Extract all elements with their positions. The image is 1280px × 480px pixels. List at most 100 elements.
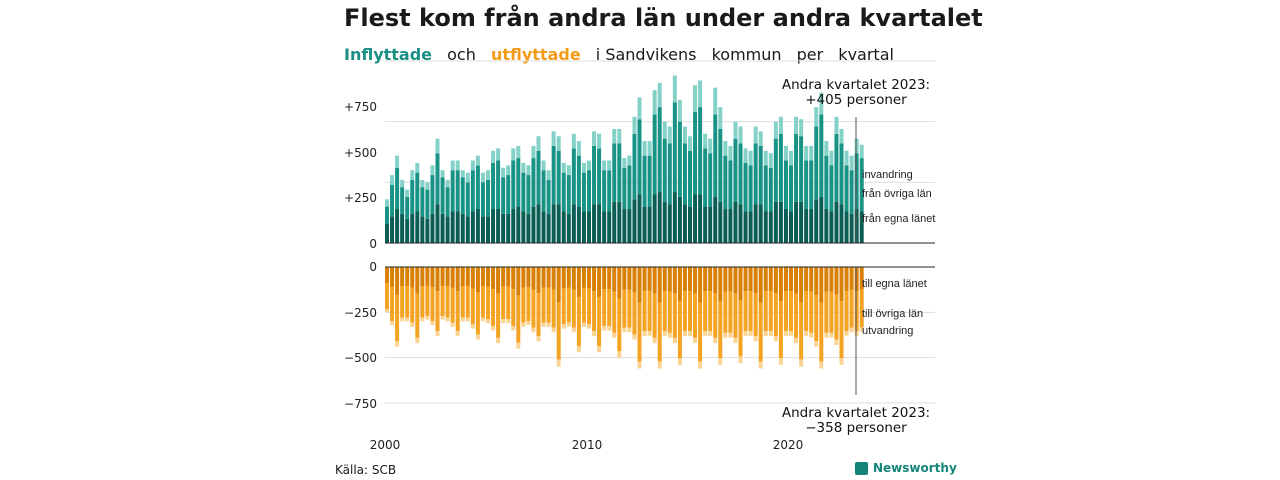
outflow-bar-other [622,289,627,328]
inflow-bar-abroad [799,119,804,137]
outflow-bar-other [819,302,824,362]
inflow-bar-other [783,160,788,210]
outflow-bar-own [486,267,490,287]
outflow-bar-own [824,267,829,292]
outflow-bar-abroad [587,324,591,329]
outflow-bar-other [385,282,389,310]
outflow-bar-abroad [521,322,526,327]
outflow-bar-own [405,267,410,287]
inflow-bar-own [789,211,793,243]
inflow-bar-other [556,150,561,205]
inflow-bar-own [824,209,829,243]
outflow-bar-own [415,267,420,294]
outflow-bar-own [516,267,521,296]
inflow-bar-own [496,209,501,243]
outflow-bar-other [647,291,652,332]
inflow-bar-own [435,204,440,243]
outflow-bar-abroad [556,359,561,367]
outflow-bar-abroad [804,331,809,336]
subtitle-outflow-word: utflyttade [490,45,581,64]
outflow-bar-own [410,267,415,288]
inflow-bar-abroad [834,116,839,134]
inflow-bar-abroad [657,82,662,108]
ytick-top-250: +250 [344,191,377,205]
inflow-bar-abroad [612,128,617,144]
outflow-bar-other [662,291,667,332]
inflow-bar-other [445,187,450,217]
inflow-bar-own [571,204,576,243]
chart-subtitle: Inflyttade och utflyttade i Sandvikens k… [344,45,904,64]
outflow-bar-other [501,286,506,320]
inflow-bar-own [602,211,607,243]
outflow-bar-abroad [738,356,743,364]
outflow-bar-abroad [773,336,778,342]
outflow-bar-other [556,302,561,360]
inflow-bar-abroad [758,131,763,146]
inflow-bar-other [470,170,475,212]
inflow-bar-other [592,145,597,205]
outflow-bar-own [783,267,788,292]
outflow-bar-other [465,286,470,318]
outflow-bar-other [713,293,718,338]
outflow-bar-own [400,267,405,287]
ytick-bottom-0: 0 [369,260,377,274]
outflow-bar-abroad [486,319,490,324]
inflow-bar-other [480,182,485,217]
outflow-bar-own [698,267,703,303]
outflow-bar-abroad [819,361,824,369]
outflow-bar-abroad [693,337,698,344]
inflow-bar-abroad [571,133,576,149]
outflow-bar-other [768,291,773,332]
outflow-bar-abroad [677,358,682,365]
outflow-bar-abroad [536,336,541,342]
outflow-bar-own [758,267,763,303]
inflow-bar-other [430,175,435,214]
outflow-bar-other [486,286,490,320]
inflow-bar-abroad [435,138,440,154]
inflow-bar-abroad [688,136,692,151]
inflow-bar-own [627,209,632,243]
inflow-bar-own [395,209,400,243]
inflow-bar-abroad [819,92,824,115]
outflow-bar-other [425,285,430,316]
outflow-bar-other [435,291,440,332]
outflow-bar-other [783,291,788,332]
inflow-bar-other [723,155,728,210]
inflow-bar-own [667,204,672,243]
outflow-bar-other [561,288,566,325]
outflow-bar-other [799,302,804,360]
axes: +750 +500 +250 0 0 −250 −500 −750 2000 2… [344,77,935,452]
inflow-bar-abroad [410,170,415,180]
inflow-bar-abroad [637,97,642,120]
chart-title: Flest kom från andra län under andra kva… [344,4,983,32]
outflow-bar-other [531,289,536,328]
outflow-bar-abroad [511,325,516,331]
outflow-bar-abroad [496,337,501,344]
inflow-bar-other [506,175,511,214]
label-utvandring: utvandring [862,325,913,337]
outflow-bar-abroad [622,327,627,333]
annotation-bottom-line2: −358 personer [805,420,907,436]
inflow-bar-own [723,209,728,243]
inflow-bar-other [501,177,506,214]
outflow-bar-own [521,267,526,288]
outflow-bar-abroad [450,322,455,327]
outflow-bar-abroad [390,321,395,326]
outflow-bar-own [657,267,662,303]
inflow-bar-other [844,165,849,212]
outflow-bar-abroad [834,339,839,345]
inflow-bar-other [637,119,642,195]
inflow-bar-abroad [703,133,708,149]
outflow-bar-other [809,291,814,333]
inflow-bar-abroad [849,155,854,171]
outflow-bar-other [728,291,733,333]
label-invandring: invandring [862,169,913,181]
outflow-bar-abroad [501,319,506,324]
outflow-bar-other [814,294,819,342]
outflow-bar-own [723,267,728,292]
inflow-bar-other [688,150,692,207]
inflow-bar-own [597,204,602,243]
inflow-bar-other [617,143,622,202]
inflow-bar-own [819,196,824,243]
